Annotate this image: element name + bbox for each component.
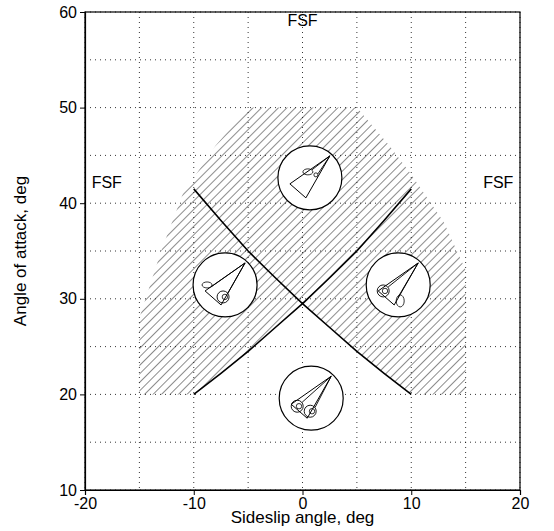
vortex xyxy=(382,288,387,293)
flow-sketch xyxy=(279,366,343,430)
tick-label: 20 xyxy=(512,495,530,512)
delta-wing xyxy=(205,263,245,305)
tick: 30 xyxy=(59,290,85,307)
burst-vortex xyxy=(396,295,404,307)
tick-mark xyxy=(80,299,85,300)
tick: 20 xyxy=(512,490,530,512)
annotation: FSF xyxy=(92,174,122,191)
vortex-core xyxy=(228,263,245,293)
vortex xyxy=(296,404,301,409)
x-axis-title: Sideslip angle, deg xyxy=(231,508,375,527)
tick: 20 xyxy=(59,386,85,403)
tick-mark xyxy=(80,490,85,491)
tick: 50 xyxy=(59,99,85,116)
tick-mark xyxy=(520,490,521,495)
inset-circle xyxy=(366,253,430,317)
tick-mark xyxy=(80,203,85,204)
vortex xyxy=(377,285,389,297)
inset-circle xyxy=(279,366,343,430)
tick-label: 40 xyxy=(59,195,77,212)
vortex-core xyxy=(312,156,330,174)
tick-label: 50 xyxy=(59,99,77,116)
inset-circle xyxy=(193,253,257,317)
marks xyxy=(139,108,465,395)
burst-vortex xyxy=(202,282,212,288)
flow-sketch xyxy=(366,253,430,317)
tick-label: -10 xyxy=(183,495,206,512)
axis-line xyxy=(86,491,521,496)
annotation: FSF xyxy=(287,12,317,29)
tick-label: 60 xyxy=(59,4,77,21)
tick-label: -20 xyxy=(74,495,97,512)
tick: 40 xyxy=(59,195,85,212)
y-axis-title: Angle of attack, deg xyxy=(11,176,30,326)
tick: -20 xyxy=(74,490,97,512)
axis-line xyxy=(80,13,86,491)
tick: 10 xyxy=(403,490,421,512)
tick: 60 xyxy=(59,4,85,21)
grid-line-y xyxy=(85,442,520,443)
vortex-core xyxy=(388,263,418,287)
vortex-core xyxy=(315,376,331,407)
tick: 10 xyxy=(59,482,85,499)
tick-mark xyxy=(194,490,195,495)
tick-mark xyxy=(80,394,85,395)
tick-mark xyxy=(303,490,304,495)
delta-wing xyxy=(291,376,331,418)
vortex xyxy=(309,409,314,414)
y-axis: 10 20 30 40 50 60 xyxy=(59,4,85,499)
vortex-core xyxy=(302,376,331,402)
tick: -10 xyxy=(183,490,206,512)
tick-mark xyxy=(411,490,412,495)
grid-line-y xyxy=(85,59,520,60)
flow-sketch xyxy=(193,253,257,317)
insets xyxy=(193,146,430,430)
flow-sketch xyxy=(278,146,342,210)
tick-mark xyxy=(80,108,85,109)
burst-vortex xyxy=(314,173,318,177)
inset-circle xyxy=(278,146,342,210)
vortex-core xyxy=(211,263,245,287)
grid-line-x xyxy=(139,12,140,490)
grid xyxy=(85,12,520,490)
chart: -20-1001020102030405060FSFFSFFSFSideslip… xyxy=(0,0,554,531)
tick-label: 30 xyxy=(59,290,77,307)
vortex xyxy=(222,294,227,299)
vortex xyxy=(217,291,229,303)
vortex-core xyxy=(398,263,418,297)
vortex xyxy=(291,400,303,412)
delta-wing xyxy=(378,263,418,305)
annotation: FSF xyxy=(483,174,513,191)
tick-label: 20 xyxy=(59,386,77,403)
delta-wing xyxy=(290,156,330,198)
vortex xyxy=(304,405,316,417)
tick-mark xyxy=(80,12,85,13)
tick-label: 10 xyxy=(59,482,77,499)
burst-vortex xyxy=(303,169,313,175)
hatched-region xyxy=(139,108,465,395)
plot: -20-1001020102030405060FSFFSFFSF xyxy=(59,4,529,513)
plot-frame xyxy=(85,12,520,490)
tick-label: 10 xyxy=(403,495,421,512)
